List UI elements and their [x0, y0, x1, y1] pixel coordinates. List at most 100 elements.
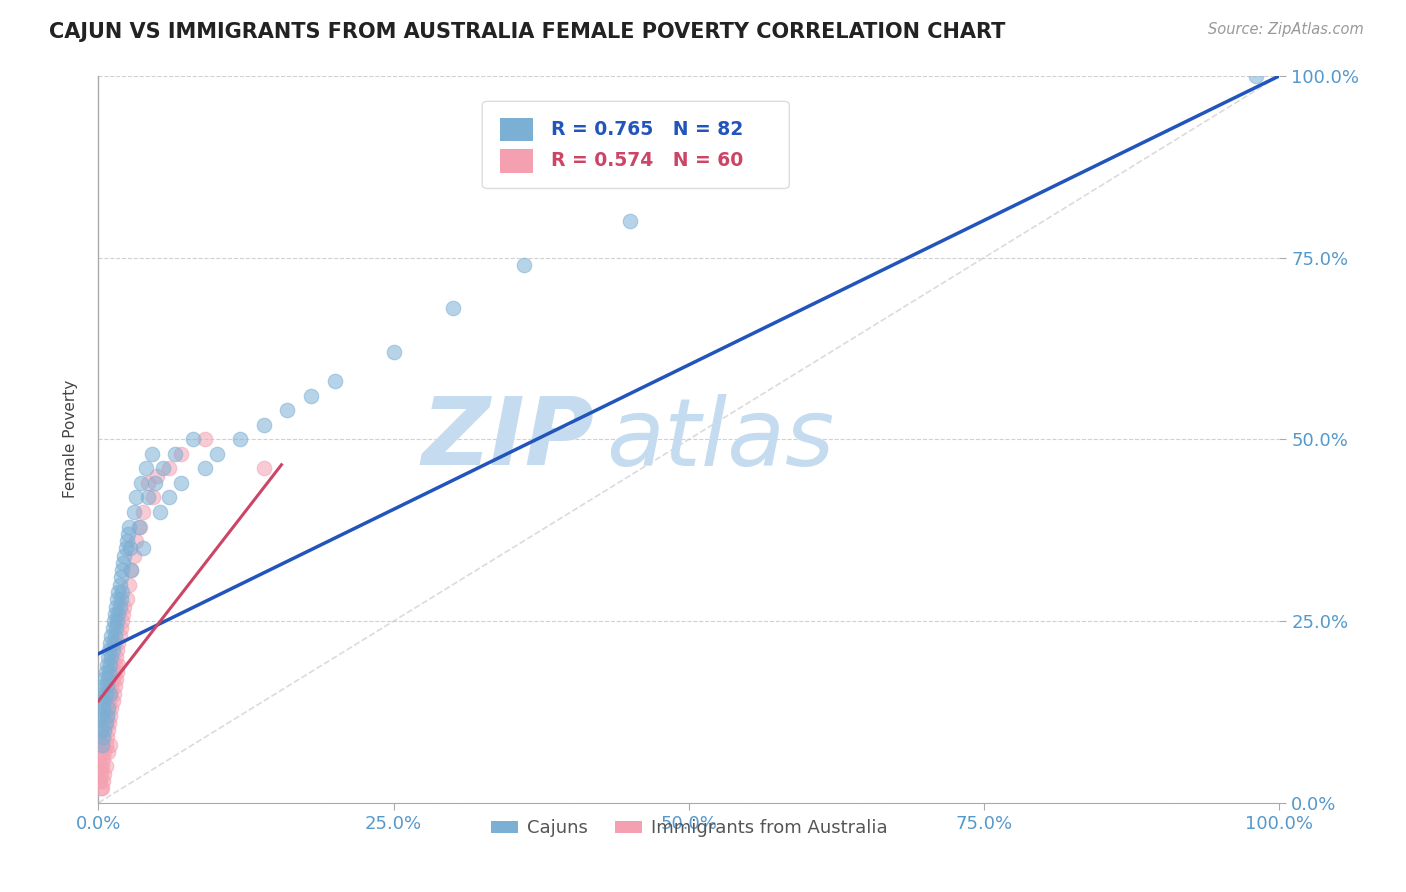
Point: [91, 708, 114, 723]
Point: [97, 723, 120, 737]
Point: [98, 715, 121, 730]
Point: [98, 636, 121, 650]
Point: [112, 549, 135, 563]
Point: [299, 389, 322, 403]
Point: [91, 701, 114, 715]
Point: [165, 447, 187, 461]
Point: [132, 505, 155, 519]
Point: [100, 701, 122, 715]
Point: [94, 687, 117, 701]
Point: [91, 731, 114, 745]
Legend: Cajuns, Immigrants from Australia: Cajuns, Immigrants from Australia: [484, 813, 894, 845]
Point: [105, 621, 128, 635]
Point: [105, 650, 128, 665]
Point: [94, 715, 117, 730]
Point: [90, 694, 112, 708]
Bar: [501, 118, 533, 141]
Point: [93, 745, 115, 759]
Point: [91, 680, 114, 694]
Point: [100, 680, 122, 694]
Point: [194, 461, 217, 475]
Point: [132, 541, 155, 556]
Point: [103, 614, 125, 628]
Point: [91, 781, 114, 796]
Point: [90, 745, 112, 759]
Point: [104, 680, 127, 694]
Point: [89, 759, 111, 773]
Point: [108, 578, 131, 592]
Point: [101, 672, 124, 686]
Point: [100, 650, 122, 665]
Bar: [501, 149, 533, 172]
Point: [737, 170, 759, 185]
Point: [111, 563, 134, 577]
Point: [101, 621, 124, 635]
Point: [105, 599, 128, 614]
Point: [194, 432, 217, 446]
Point: [136, 491, 159, 505]
Point: [96, 731, 118, 745]
Point: [146, 468, 169, 483]
Point: [107, 607, 129, 621]
Point: [96, 680, 118, 694]
Point: [112, 556, 135, 570]
Point: [276, 403, 298, 417]
Point: [96, 708, 118, 723]
Point: [108, 629, 131, 643]
Point: [135, 461, 157, 475]
Point: [91, 687, 114, 701]
Point: [101, 643, 124, 657]
Point: [107, 657, 129, 672]
Point: [90, 766, 112, 780]
Point: [98, 657, 121, 672]
Point: [89, 774, 111, 789]
Point: [104, 657, 127, 672]
Point: [91, 774, 114, 789]
Point: [108, 599, 131, 614]
Point: [323, 374, 346, 388]
Point: [91, 738, 114, 752]
Point: [118, 519, 141, 533]
Point: [97, 745, 120, 759]
Point: [105, 672, 128, 686]
Point: [105, 665, 128, 679]
Point: [96, 708, 118, 723]
Point: [111, 585, 134, 599]
Point: [101, 694, 124, 708]
Point: [100, 629, 122, 643]
Point: [98, 738, 121, 752]
Point: [98, 708, 121, 723]
Point: [111, 614, 134, 628]
Point: [93, 672, 115, 686]
Point: [97, 672, 120, 686]
Point: [114, 541, 136, 556]
Point: [121, 563, 143, 577]
Point: [104, 607, 127, 621]
Text: R = 0.574   N = 60: R = 0.574 N = 60: [551, 152, 742, 170]
Point: [94, 715, 117, 730]
Point: [120, 541, 142, 556]
Text: ZIP: ZIP: [422, 393, 595, 485]
Point: [143, 475, 166, 490]
Point: [90, 781, 112, 796]
Point: [441, 301, 464, 316]
Point: [94, 738, 117, 752]
Point: [142, 491, 165, 505]
Point: [115, 592, 138, 607]
Point: [94, 759, 117, 773]
Point: [104, 629, 127, 643]
Point: [93, 723, 115, 737]
Point: [107, 585, 129, 599]
Point: [229, 432, 252, 446]
Point: [91, 738, 114, 752]
Point: [512, 258, 534, 272]
Point: [91, 759, 114, 773]
Point: [98, 665, 121, 679]
Point: [129, 475, 152, 490]
Text: atlas: atlas: [606, 393, 835, 485]
Point: [98, 687, 121, 701]
Point: [170, 475, 193, 490]
Point: [121, 563, 143, 577]
Point: [105, 643, 128, 657]
Point: [125, 491, 148, 505]
